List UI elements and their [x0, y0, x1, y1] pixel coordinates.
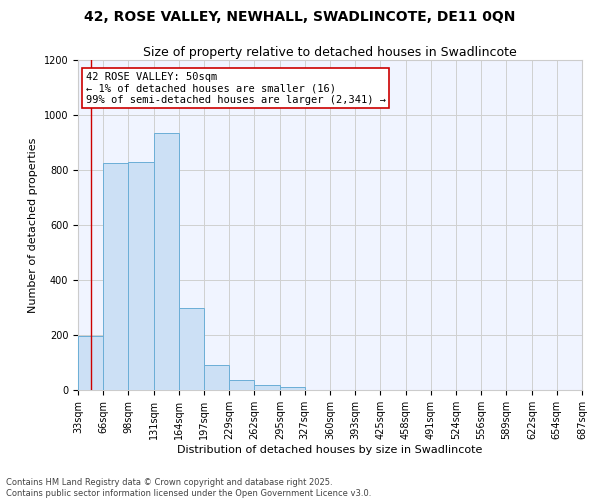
Bar	[128, 162, 154, 390]
Bar	[205, 365, 229, 390]
Bar	[254, 384, 280, 390]
X-axis label: Distribution of detached houses by size in Swadlincote: Distribution of detached houses by size …	[178, 444, 482, 454]
Bar	[103, 163, 128, 390]
Bar	[179, 308, 205, 390]
Text: Contains HM Land Registry data © Crown copyright and database right 2025.
Contai: Contains HM Land Registry data © Crown c…	[6, 478, 371, 498]
Text: 42 ROSE VALLEY: 50sqm
← 1% of detached houses are smaller (16)
99% of semi-detac: 42 ROSE VALLEY: 50sqm ← 1% of detached h…	[86, 72, 386, 105]
Title: Size of property relative to detached houses in Swadlincote: Size of property relative to detached ho…	[143, 46, 517, 59]
Y-axis label: Number of detached properties: Number of detached properties	[28, 138, 38, 312]
Bar	[154, 133, 179, 390]
Bar	[229, 380, 254, 390]
Bar	[280, 387, 305, 390]
Bar	[78, 336, 103, 390]
Text: 42, ROSE VALLEY, NEWHALL, SWADLINCOTE, DE11 0QN: 42, ROSE VALLEY, NEWHALL, SWADLINCOTE, D…	[85, 10, 515, 24]
